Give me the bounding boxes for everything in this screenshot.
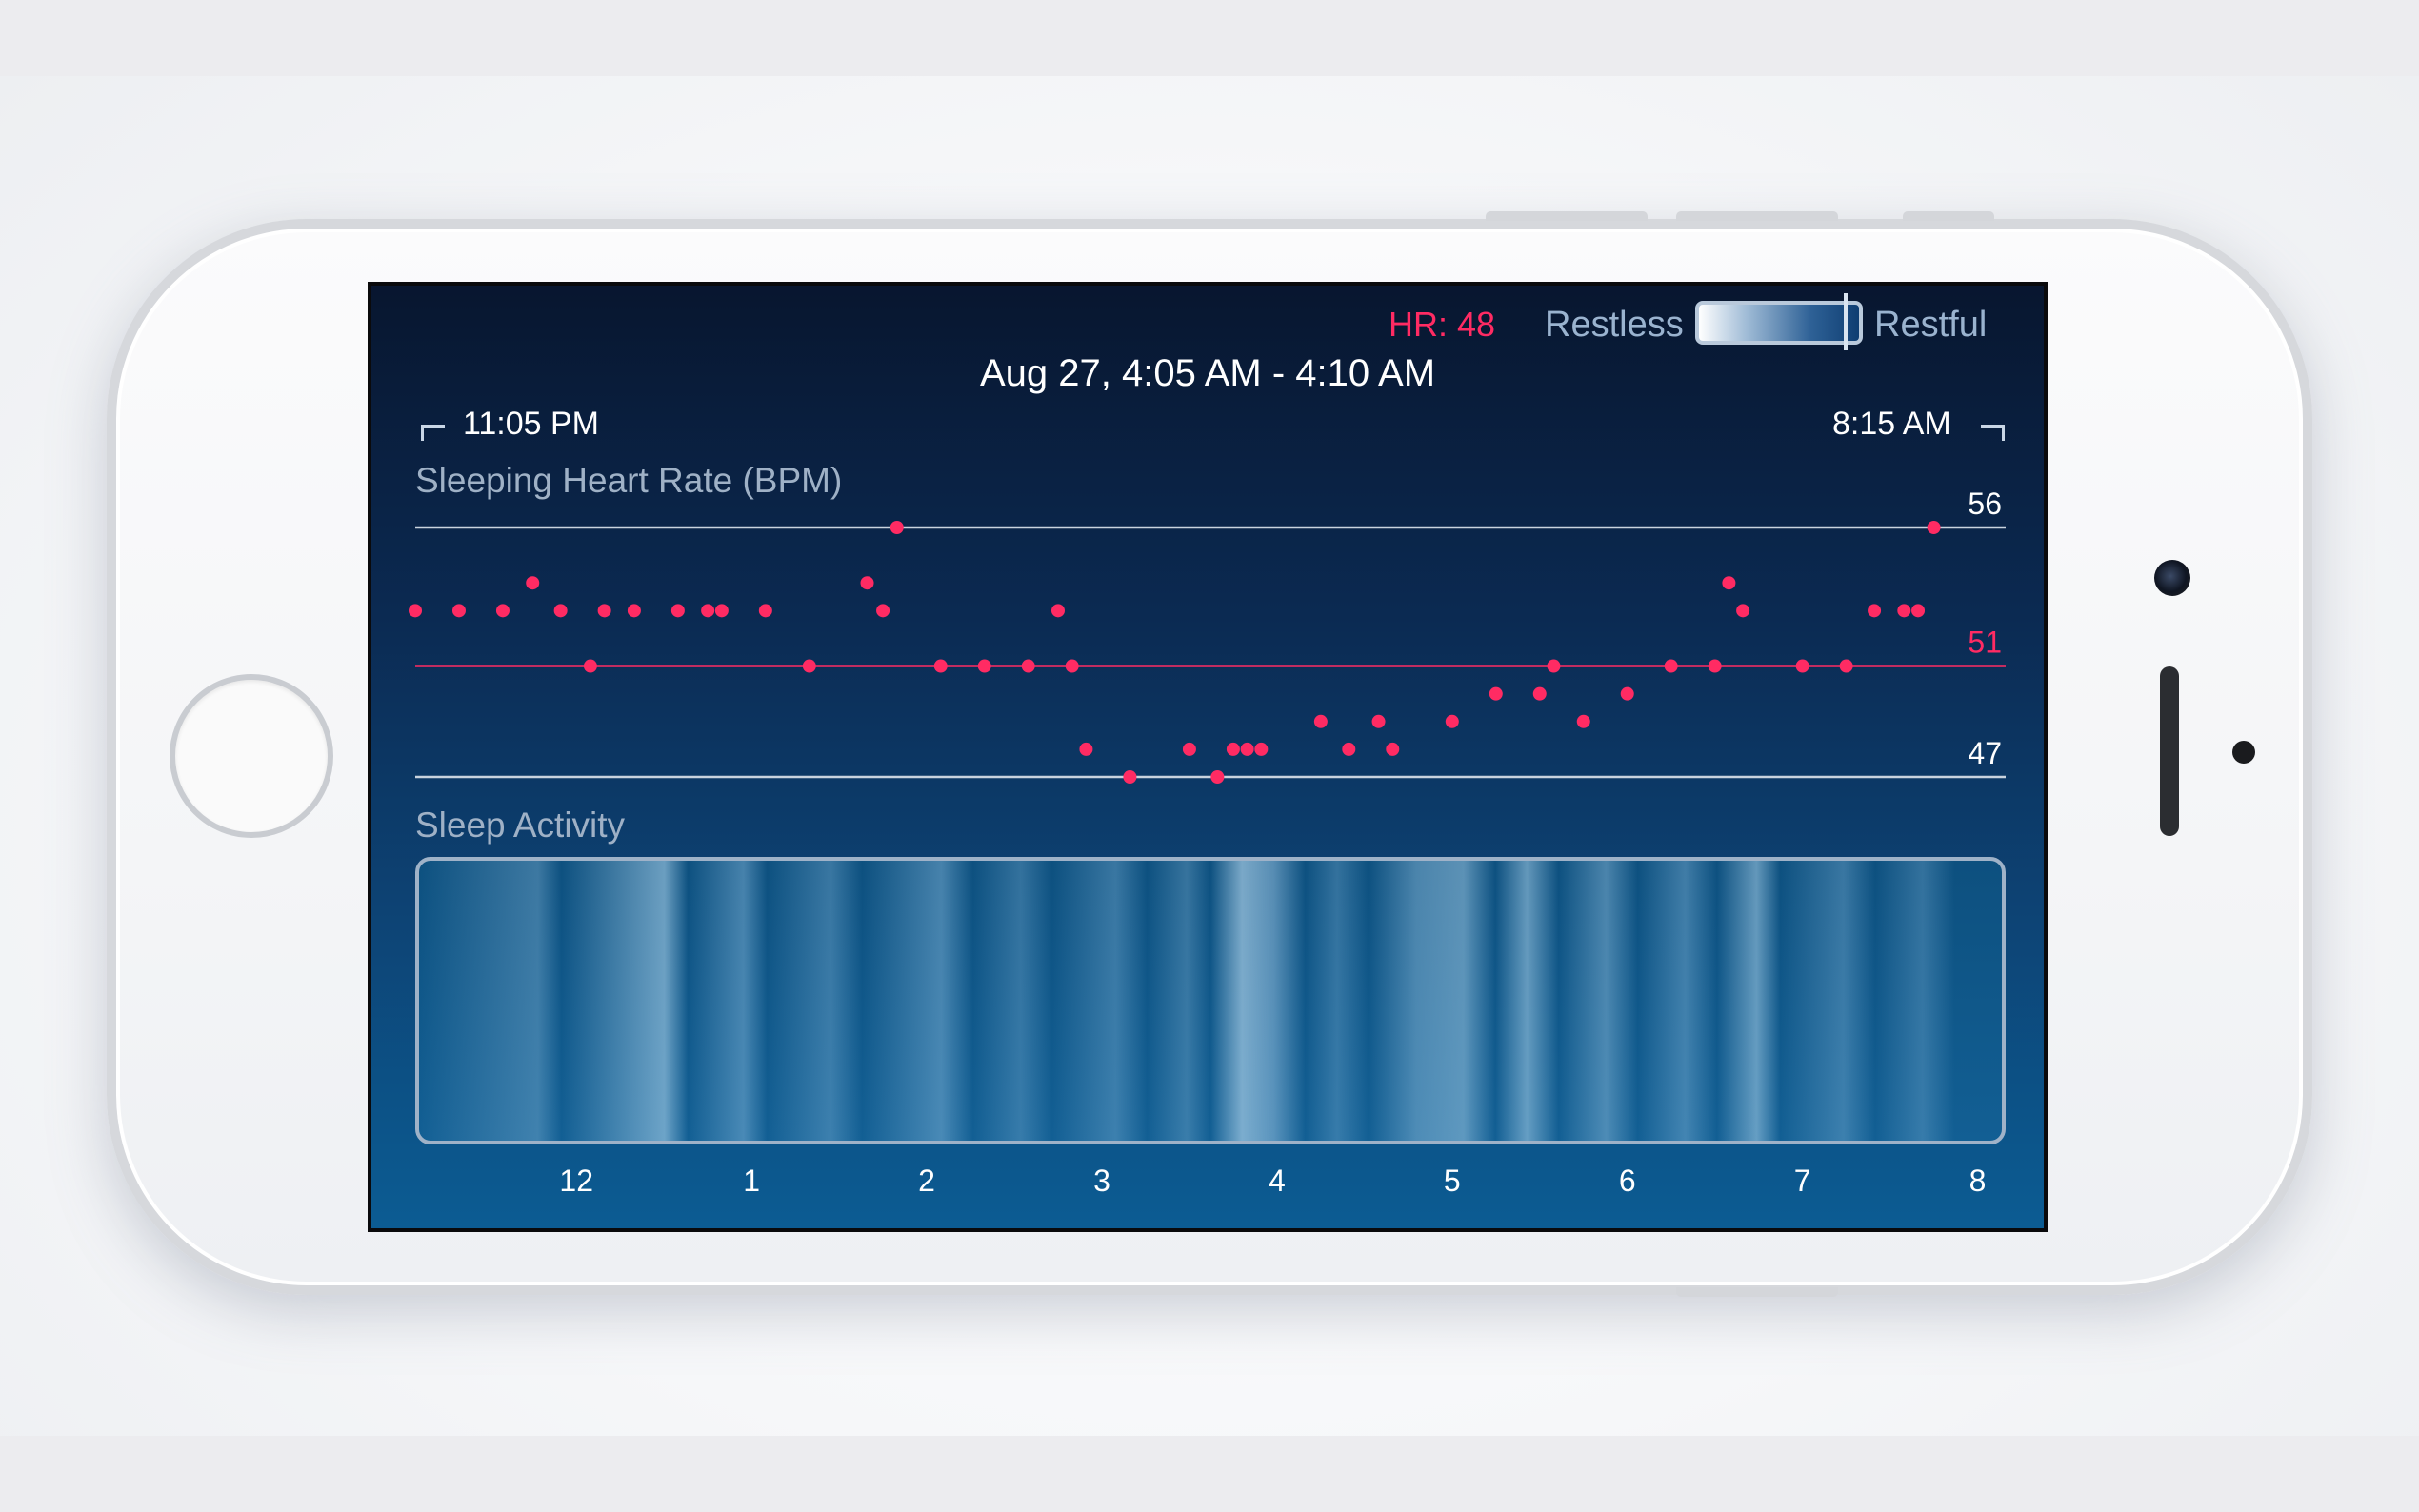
reference-label-56: 56 xyxy=(1968,487,2002,521)
heart-rate-point xyxy=(1489,686,1503,701)
x-tick-label: 6 xyxy=(1618,1164,1636,1198)
volume-up-button xyxy=(1486,211,1648,221)
heart-rate-point xyxy=(802,659,816,673)
selected-date-range: Aug 27, 4:05 AM - 4:10 AM xyxy=(979,352,1436,394)
heart-rate-point xyxy=(495,604,510,618)
heart-rate-point xyxy=(1065,659,1079,673)
legend-marker xyxy=(1844,293,1848,350)
mute-switch xyxy=(1903,211,1994,221)
legend-restful-label: Restful xyxy=(1874,305,1988,345)
heart-rate-point xyxy=(890,521,904,534)
heart-rate-point xyxy=(1664,659,1678,673)
heart-rate-point xyxy=(1839,659,1853,673)
heart-rate-readout: HR: 48 xyxy=(1389,305,1496,344)
heart-rate-point xyxy=(1927,521,1941,534)
heart-rate-point xyxy=(1079,742,1093,756)
heart-rate-point xyxy=(1620,686,1634,701)
app-screen: HR: 48 Restless Restful Aug 27, 4:05 AM … xyxy=(368,282,2048,1232)
heart-rate-chart[interactable]: 56 51 47 xyxy=(371,286,2044,819)
start-bracket-icon xyxy=(421,425,445,441)
heart-rate-point xyxy=(627,604,641,618)
heart-rate-point xyxy=(1445,714,1459,728)
heart-rate-point xyxy=(1911,604,1926,618)
heart-rate-point xyxy=(1576,714,1590,728)
reference-label-47: 47 xyxy=(1968,736,2002,770)
heart-rate-point xyxy=(1182,742,1196,756)
background-band-top xyxy=(0,0,2419,76)
heart-rate-point xyxy=(1210,770,1225,784)
x-tick-label: 12 xyxy=(559,1164,593,1198)
x-tick-label: 8 xyxy=(1969,1164,1987,1198)
sleep-activity-title: Sleep Activity xyxy=(415,806,626,845)
heart-rate-point xyxy=(1342,742,1356,756)
background-band-bottom xyxy=(0,1436,2419,1512)
earpiece-speaker xyxy=(2160,666,2179,836)
heart-rate-point xyxy=(1736,604,1750,618)
x-tick-label: 4 xyxy=(1268,1164,1286,1198)
heart-rate-point xyxy=(583,659,597,673)
x-tick-label: 3 xyxy=(1093,1164,1110,1198)
power-button xyxy=(1676,1287,1838,1297)
heart-rate-point xyxy=(977,659,991,673)
front-camera-icon xyxy=(2154,560,2190,596)
heart-rate-point xyxy=(1313,714,1328,728)
x-tick-label: 5 xyxy=(1443,1164,1461,1198)
heart-rate-point xyxy=(597,604,611,618)
heart-rate-point xyxy=(1226,742,1240,756)
sleep-start-time: 11:05 PM xyxy=(463,406,600,442)
heart-rate-point xyxy=(1254,742,1269,756)
heart-rate-point xyxy=(1722,576,1736,590)
sleep-end-time: 8:15 AM xyxy=(1832,406,1951,442)
heart-rate-point xyxy=(1050,604,1065,618)
reference-label-51: 51 xyxy=(1968,626,2002,660)
end-bracket-icon xyxy=(1981,425,2005,441)
heart-rate-point xyxy=(526,576,540,590)
x-tick-label: 2 xyxy=(918,1164,935,1198)
heart-rate-point xyxy=(1240,742,1254,756)
heart-rate-point xyxy=(1123,770,1137,784)
heart-rate-point xyxy=(1795,659,1809,673)
x-tick-label: 1 xyxy=(743,1164,761,1198)
legend-restless-label: Restless xyxy=(1545,305,1684,345)
heart-rate-point xyxy=(714,604,729,618)
volume-down-button xyxy=(1676,211,1838,221)
heart-rate-point xyxy=(670,604,685,618)
heart-rate-point xyxy=(860,576,874,590)
heart-rate-point xyxy=(409,604,422,618)
heart-rate-point xyxy=(758,604,772,618)
home-button[interactable] xyxy=(170,674,333,838)
heart-rate-point xyxy=(1547,659,1561,673)
sleep-activity-heatmap[interactable] xyxy=(415,857,2006,1144)
activity-legend-gradient xyxy=(1695,301,1863,345)
heart-rate-chart-title: Sleeping Heart Rate (BPM) xyxy=(415,461,843,500)
heart-rate-point xyxy=(701,604,715,618)
heart-rate-point xyxy=(553,604,568,618)
heart-rate-point xyxy=(1868,604,1882,618)
proximity-sensor xyxy=(2232,741,2255,764)
heart-rate-point xyxy=(1386,742,1400,756)
heart-rate-point xyxy=(1708,659,1722,673)
heart-rate-point xyxy=(1897,604,1911,618)
heart-rate-point xyxy=(1371,714,1386,728)
heart-rate-point xyxy=(1532,686,1547,701)
heart-rate-point xyxy=(1021,659,1035,673)
heart-rate-point xyxy=(451,604,466,618)
heart-rate-point xyxy=(876,604,890,618)
x-tick-label: 7 xyxy=(1793,1164,1811,1198)
heart-rate-point xyxy=(933,659,948,673)
